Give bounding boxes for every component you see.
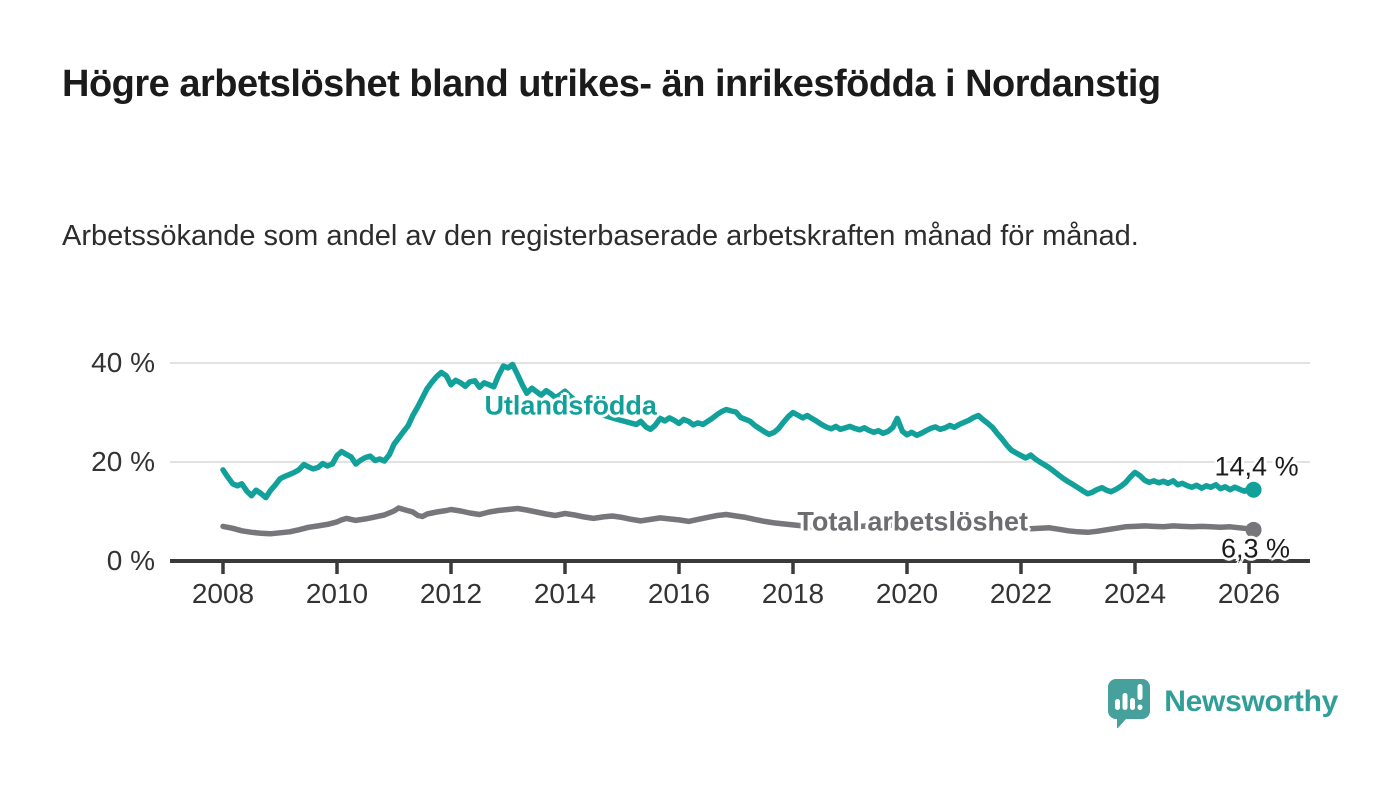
brand-name: Newsworthy	[1164, 685, 1338, 718]
series-end-dot-foreign	[1245, 481, 1262, 498]
brand-footer: Newsworthy	[1104, 676, 1338, 728]
chart-title: Högre arbetslöshet bland utrikes- än inr…	[62, 63, 1161, 105]
logo-bar-2	[1122, 693, 1128, 710]
series-label-foreign: Utlandsfödda	[484, 390, 657, 421]
logo-exclamation-bar	[1137, 684, 1143, 700]
newsworthy-logo-icon	[1108, 679, 1151, 728]
x-tick-label: 2016	[647, 578, 711, 609]
x-tick-label: 2012	[419, 578, 483, 609]
end-value-label-total: 6,3 %	[1221, 533, 1291, 564]
chart-subtitle: Arbetssökande som andel av den registerb…	[62, 220, 1139, 252]
series-label-total: Total arbetslöshet	[797, 506, 1028, 537]
logo-bar-1	[1115, 699, 1121, 710]
x-tick-label: 2018	[761, 578, 825, 609]
x-tick-label: 2020	[875, 578, 939, 609]
series-line-total	[220, 505, 1257, 537]
series-line-foreign	[220, 361, 1257, 501]
logo-exclamation-dot	[1137, 704, 1143, 710]
end-value-label-foreign: 14,4 %	[1214, 451, 1299, 482]
y-tick-label: 20 %	[91, 446, 155, 477]
logo-bar-3	[1130, 698, 1136, 710]
series-end-dot-total	[1245, 521, 1262, 538]
x-tick-label: 2008	[191, 578, 255, 609]
x-tick-label: 2026	[1217, 578, 1281, 609]
x-tick-label: 2014	[533, 578, 597, 609]
y-tick-label: 0 %	[106, 545, 155, 576]
x-tick-label: 2010	[305, 578, 369, 609]
y-tick-label: 40 %	[91, 347, 155, 378]
logo-bubble-shape	[1108, 679, 1151, 728]
x-tick-label: 2024	[1103, 578, 1167, 609]
x-tick-label: 2022	[989, 578, 1053, 609]
